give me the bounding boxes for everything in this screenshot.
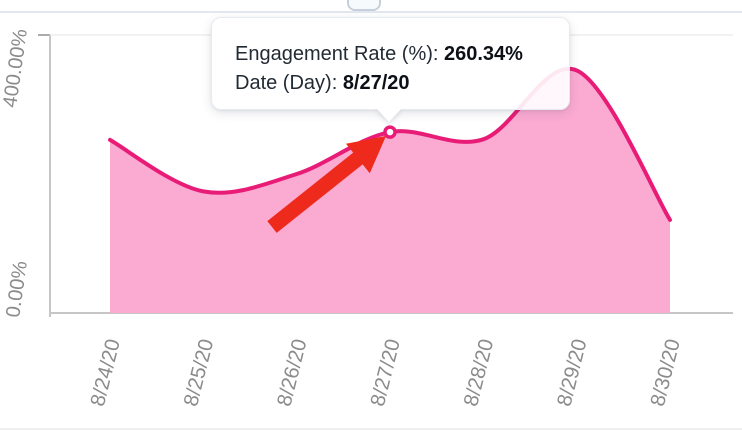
tooltip-date-value: 8/27/20 bbox=[342, 72, 410, 94]
engagement-area-fill bbox=[110, 68, 670, 313]
drag-handle[interactable] bbox=[347, 0, 381, 11]
engagement-line bbox=[108, 66, 672, 222]
tooltip-value-line: Engagement Rate (%): 260.34% bbox=[235, 40, 569, 69]
x-axis-tick-label: 8/27/20 bbox=[366, 337, 405, 409]
y-axis-tick-label: 0.00% bbox=[2, 259, 32, 318]
x-axis-tick-label: 8/29/20 bbox=[553, 337, 592, 409]
panel-bottom-divider bbox=[0, 428, 742, 430]
tooltip-date-line: Date (Day): 8/27/20 bbox=[235, 69, 569, 98]
tooltip-series-label: Engagement Rate (%): bbox=[235, 43, 444, 65]
tooltip-caret bbox=[376, 108, 402, 122]
x-axis-tick-label: 8/25/20 bbox=[179, 337, 218, 409]
chart-tooltip: Engagement Rate (%): 260.34% Date (Day):… bbox=[211, 17, 570, 122]
highlighted-data-point-marker[interactable] bbox=[383, 125, 397, 139]
y-axis-tick-label: 400.00% bbox=[0, 27, 32, 108]
tooltip-date-label: Date (Day): bbox=[235, 72, 343, 94]
x-axis-tick-label: 8/24/20 bbox=[86, 337, 125, 409]
x-axis-tick-label: 8/28/20 bbox=[459, 337, 498, 409]
tooltip-series-value: 260.34% bbox=[444, 43, 523, 65]
annotation-arrow bbox=[267, 136, 386, 233]
x-axis-tick-label: 8/26/20 bbox=[273, 337, 312, 409]
x-axis-tick-label: 8/30/20 bbox=[646, 337, 685, 409]
panel-top-divider bbox=[0, 11, 742, 13]
